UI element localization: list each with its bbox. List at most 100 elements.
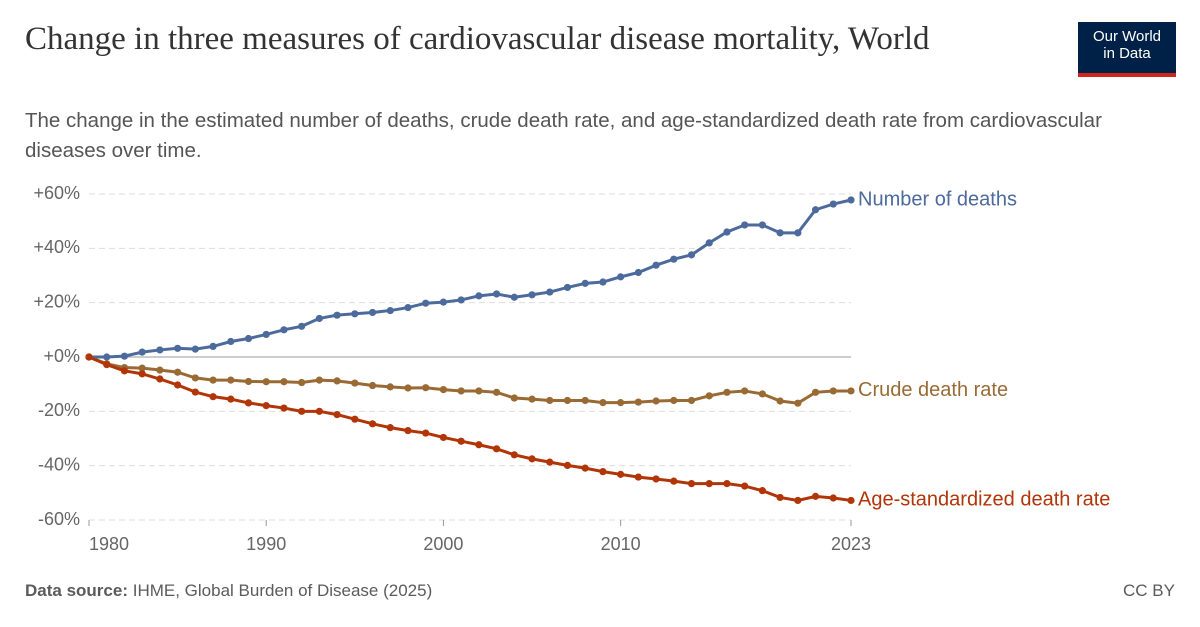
point: [262, 402, 270, 410]
point: [687, 251, 696, 259]
point: [209, 342, 217, 351]
point: [439, 298, 448, 306]
point: [120, 352, 129, 360]
point: [741, 387, 749, 395]
point: [563, 461, 572, 469]
point: [510, 394, 518, 402]
point: [563, 283, 572, 292]
point: [687, 479, 696, 488]
point: [85, 353, 93, 361]
point: [298, 322, 306, 330]
point: [546, 458, 554, 466]
point: [156, 366, 164, 374]
point: [404, 384, 412, 392]
point: [404, 427, 412, 435]
point: [811, 388, 820, 396]
point: [333, 410, 341, 419]
point: [794, 229, 802, 237]
point: [457, 437, 465, 445]
point: [794, 399, 802, 407]
point: [599, 278, 607, 286]
point: [298, 407, 306, 415]
y-tick-label: +20%: [33, 291, 80, 311]
point: [475, 441, 483, 449]
point: [315, 314, 323, 323]
point: [776, 397, 784, 405]
point: [634, 268, 642, 277]
point: [741, 482, 749, 490]
x-tick-label: 2023: [831, 534, 871, 554]
point: [670, 477, 678, 485]
point: [422, 384, 430, 392]
point: [811, 492, 820, 500]
point: [120, 367, 129, 375]
point: [351, 310, 359, 318]
point: [670, 255, 678, 263]
line: [88, 355, 851, 405]
point: [174, 381, 182, 389]
point: [333, 377, 341, 385]
point: [422, 299, 430, 307]
point: [262, 378, 270, 386]
y-tick-label: +0%: [43, 346, 80, 366]
point: [174, 368, 182, 376]
point: [191, 345, 199, 353]
point: [829, 494, 837, 502]
point: [191, 388, 199, 396]
license[interactable]: CC BY: [1123, 581, 1175, 600]
point: [617, 470, 625, 478]
point: [687, 396, 696, 405]
series-label: Age-standardized death rate: [858, 489, 1110, 511]
y-tick-label: -40%: [38, 454, 80, 474]
point: [138, 364, 146, 372]
logo[interactable]: Our World in Data: [1078, 22, 1176, 77]
point: [847, 387, 855, 395]
point: [156, 375, 164, 383]
point: [386, 424, 394, 432]
point: [209, 376, 217, 384]
point: [227, 395, 235, 403]
point: [315, 407, 323, 415]
point: [244, 399, 253, 407]
point: [652, 475, 660, 483]
point: [298, 378, 306, 387]
point: [457, 296, 465, 304]
point: [262, 330, 270, 339]
point: [138, 370, 146, 378]
y-tick-label: -60%: [38, 509, 80, 529]
point: [475, 292, 483, 300]
point: [457, 387, 465, 395]
point: [227, 337, 235, 346]
point: [386, 383, 394, 391]
point: [368, 420, 377, 428]
point: [794, 496, 802, 505]
point: [546, 396, 554, 405]
point: [439, 433, 448, 442]
point: [829, 387, 837, 395]
point: [103, 353, 111, 361]
point: [705, 479, 713, 488]
point: [528, 291, 536, 299]
point: [492, 388, 501, 396]
source-text: IHME, Global Burden of Disease (2025): [132, 581, 433, 600]
point: [634, 398, 642, 406]
point: [475, 387, 483, 395]
point: [847, 496, 855, 505]
point: [244, 334, 253, 343]
point: [510, 451, 518, 459]
point: [847, 196, 855, 204]
point: [528, 455, 536, 463]
x-tick-label: 1990: [246, 534, 286, 554]
point: [492, 445, 501, 453]
point: [670, 396, 678, 405]
point: [723, 388, 731, 396]
point: [368, 308, 377, 317]
point: [581, 464, 589, 472]
y-tick-label: +60%: [33, 183, 80, 203]
point: [546, 288, 554, 296]
point: [209, 393, 217, 401]
series-label: Number of deaths: [858, 188, 1017, 210]
source-label: Data source:: [25, 581, 128, 600]
